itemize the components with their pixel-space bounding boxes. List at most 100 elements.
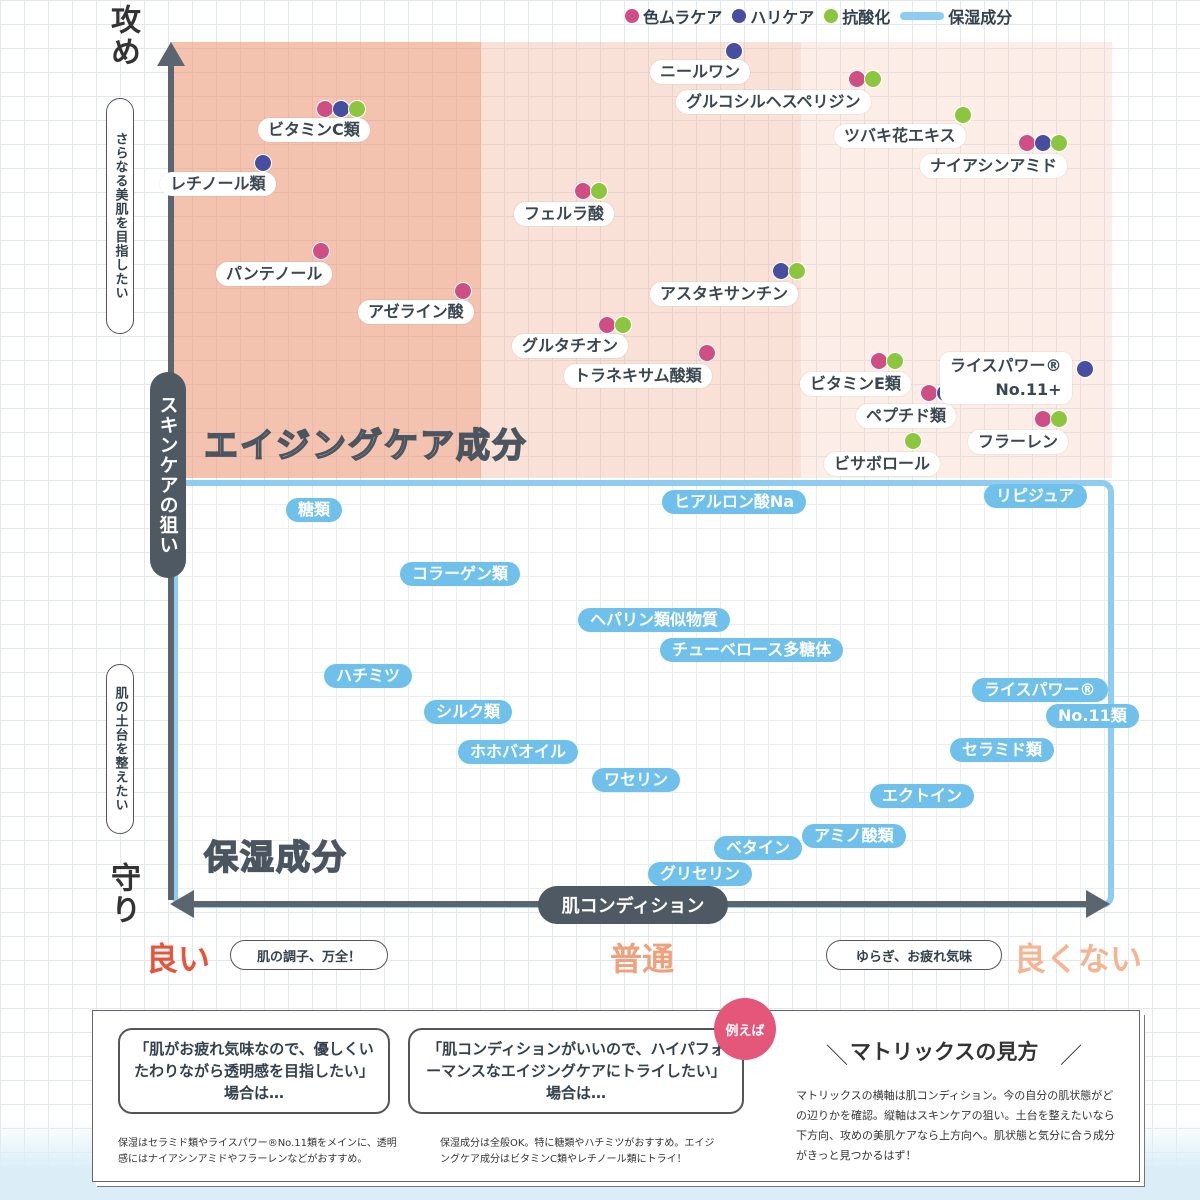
aging-ingredient-label: フェルラ酸	[514, 202, 615, 226]
aging-ingredient-label: トラネキサム酸類	[564, 364, 712, 388]
legend-item-hari: ハリケア	[732, 4, 814, 28]
category-dots	[1076, 360, 1094, 378]
example-answer-2: 保湿成分は全般OK。特に糖類やハチミツがおすすめ。エイジングケア成分はビタミンC…	[440, 1138, 715, 1165]
moisture-zone-title: 保湿成分	[203, 837, 348, 879]
y-axis-top-label: 攻め	[105, 4, 140, 68]
y-axis-bottom-label: 守り	[105, 862, 140, 926]
example-badge: 例えば	[714, 998, 776, 1060]
category-dots	[698, 344, 716, 362]
y-axis-bottom-note: 肌の土台を整えたい	[106, 664, 134, 834]
legend-item-kousanka: 抗酸化	[824, 4, 890, 28]
x-axis-mid-label: 普通	[610, 940, 675, 978]
x-axis-title: 肌コンディション	[538, 886, 728, 924]
aging-ingredient-label: ビタミンC類	[258, 118, 370, 142]
pink-dot-icon	[454, 282, 472, 300]
category-dots	[904, 432, 922, 450]
category-dots	[870, 352, 904, 370]
green-dot-icon	[1050, 134, 1068, 152]
pink-dot-icon	[625, 9, 639, 23]
moisture-ingredient-label: シルク類	[424, 700, 513, 724]
navy-dot-icon	[1076, 360, 1094, 378]
navy-dot-icon	[254, 154, 272, 172]
legend: 色ムラケア ハリケア 抗酸化 保湿成分	[625, 4, 1012, 28]
legend-item-iromura: 色ムラケア	[625, 4, 722, 28]
aging-ingredient-label: ビサボロール	[824, 452, 941, 476]
x-axis-right-note: ゆらぎ、お疲れ気味	[826, 940, 1002, 970]
howto-title: マトリックスの見方	[850, 1040, 1039, 1064]
aging-ingredient-label: ペプチド類	[856, 404, 957, 428]
y-axis-arrow-up	[157, 42, 185, 66]
moisture-ingredient-label: グリセリン	[648, 862, 753, 886]
moisture-ingredient-label: ハチミツ	[324, 664, 413, 688]
moisture-ingredient-label: ワセリン	[592, 768, 681, 792]
green-dot-icon	[864, 70, 882, 88]
green-dot-icon	[824, 9, 839, 23]
green-dot-icon	[954, 106, 972, 124]
aging-ingredient-label: フラーレン	[968, 430, 1069, 454]
aging-ingredient-label: ツバキ花エキス	[834, 124, 966, 148]
navy-dot-icon	[732, 9, 747, 23]
green-dot-icon	[590, 182, 608, 200]
moisture-ingredient-label: リピジュア	[984, 484, 1087, 508]
legend-item-hoshitsu: 保湿成分	[900, 4, 1012, 28]
x-axis-left-label: 良い	[146, 940, 211, 978]
navy-dot-icon	[725, 42, 743, 60]
category-dots	[1034, 410, 1068, 428]
category-dots	[312, 242, 330, 260]
pink-dot-icon	[312, 242, 330, 260]
moisture-ingredient-label: ベタイン	[714, 836, 803, 860]
green-dot-icon	[886, 352, 904, 370]
moisture-ingredient-label: 糖類	[286, 498, 343, 522]
green-dot-icon	[904, 432, 922, 450]
green-dot-icon	[1050, 410, 1068, 428]
example-bubble-2: 「肌コンディションがいいので、ハイパフォーマンスなエイジングケアにトライしたい」…	[408, 1028, 744, 1114]
aging-ingredient-label: ライスパワー® No.11+	[940, 352, 1072, 404]
category-dots	[254, 154, 272, 172]
aging-ingredient-label: ナイアシンアミド	[920, 154, 1068, 178]
moisture-ingredient-label: アミノ酸類	[802, 824, 906, 848]
example-answer-1: 保湿はセラミド類やライスパワー®No.11類をメインに、透明感にはナイアシンアミ…	[118, 1138, 397, 1165]
moisture-ingredient-label: エクトイン	[870, 784, 975, 808]
blue-line-icon	[900, 12, 945, 20]
category-dots	[725, 42, 743, 60]
x-axis-arrow-left	[170, 890, 194, 918]
aging-ingredient-label: グルタチオン	[512, 334, 629, 358]
category-dots	[772, 262, 806, 280]
aging-ingredient-label: アスタキサンチン	[650, 282, 799, 306]
moisture-ingredient-label: セラミド類	[950, 738, 1055, 762]
aging-ingredient-label: レチノール類	[160, 172, 276, 196]
green-dot-icon	[348, 100, 366, 118]
aging-ingredient-label: グルコシルヘスペリジン	[676, 90, 871, 114]
aging-zone-title: エイジングケア成分	[203, 425, 528, 467]
green-dot-icon	[788, 262, 806, 280]
howto-body: マトリックスの横軸は肌コンディション。今の自分の肌状態がどの辺りかを確認。縦軸は…	[796, 1089, 1115, 1162]
category-dots	[1018, 134, 1068, 152]
moisture-ingredient-label: ヘパリン類似物質	[578, 608, 731, 632]
y-axis-title: スキンケアの狙い	[150, 372, 186, 578]
category-dots	[848, 70, 882, 88]
x-axis-left-note: 肌の調子、万全！	[230, 940, 388, 970]
y-axis-top-note: さらなる美肌を目指したい	[106, 98, 134, 334]
green-dot-icon	[614, 316, 632, 334]
aging-ingredient-label: ビタミンE類	[800, 372, 911, 396]
category-dots	[454, 282, 472, 300]
category-dots	[316, 100, 366, 118]
category-dots	[954, 106, 972, 124]
x-axis-arrow-right	[1086, 890, 1110, 918]
moisture-ingredient-label: ライスパワー®	[972, 678, 1108, 702]
slash-left-icon: ＼	[826, 1044, 849, 1069]
pink-dot-icon	[698, 344, 716, 362]
x-axis-right-label: 良くない	[1014, 940, 1143, 978]
moisture-zone	[172, 480, 1114, 908]
category-dots	[598, 316, 632, 334]
aging-ingredient-label: パンテノール	[216, 262, 333, 286]
moisture-ingredient-label: ヒアルロン酸Na	[662, 490, 807, 514]
example-bubble-1: 「肌がお疲れ気味なので、優しくいたわりながら透明感を目指したい」場合は…	[118, 1028, 390, 1114]
slash-right-icon: ／	[1060, 1044, 1083, 1069]
moisture-ingredient-label: コラーゲン類	[400, 562, 521, 586]
moisture-ingredient-label: チューベロース多糖体	[660, 638, 844, 662]
category-dots	[574, 182, 608, 200]
moisture-ingredient-label: No.11類	[1046, 704, 1139, 728]
aging-ingredient-label: アゼライン酸	[358, 300, 474, 324]
aging-ingredient-label: ニールワン	[650, 60, 751, 84]
